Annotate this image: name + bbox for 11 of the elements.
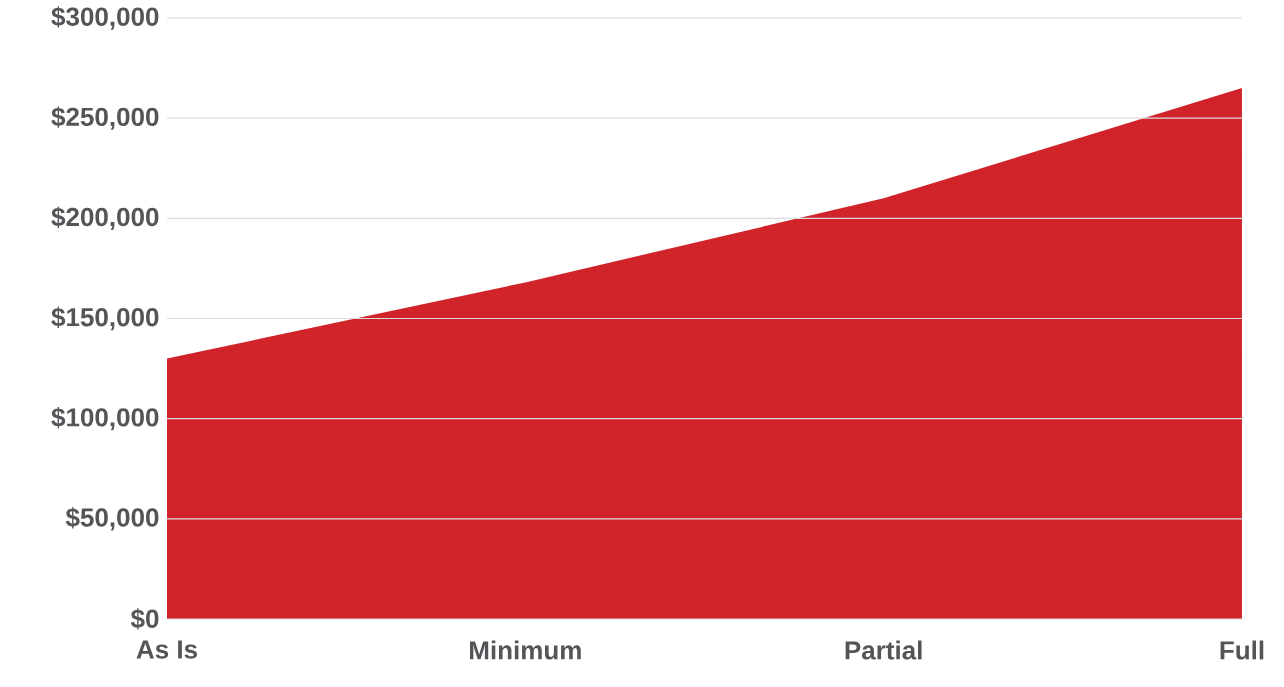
y-tick-label: $200,000 xyxy=(51,206,159,230)
x-tick-label: Full xyxy=(1220,640,1264,660)
x-tick-label: Minimum xyxy=(470,640,581,660)
y-tick-label: $300,000 xyxy=(51,6,159,30)
x-tick-label: As Is xyxy=(136,640,197,659)
x-tick-label: Partial xyxy=(845,640,922,660)
y-tick-label: $150,000 xyxy=(51,306,159,331)
y-tick-label: $0 xyxy=(130,608,159,630)
y-tick-label: $50,000 xyxy=(65,507,159,531)
y-tick-label: $250,000 xyxy=(51,106,159,130)
y-tick-label: $100,000 xyxy=(51,406,159,431)
